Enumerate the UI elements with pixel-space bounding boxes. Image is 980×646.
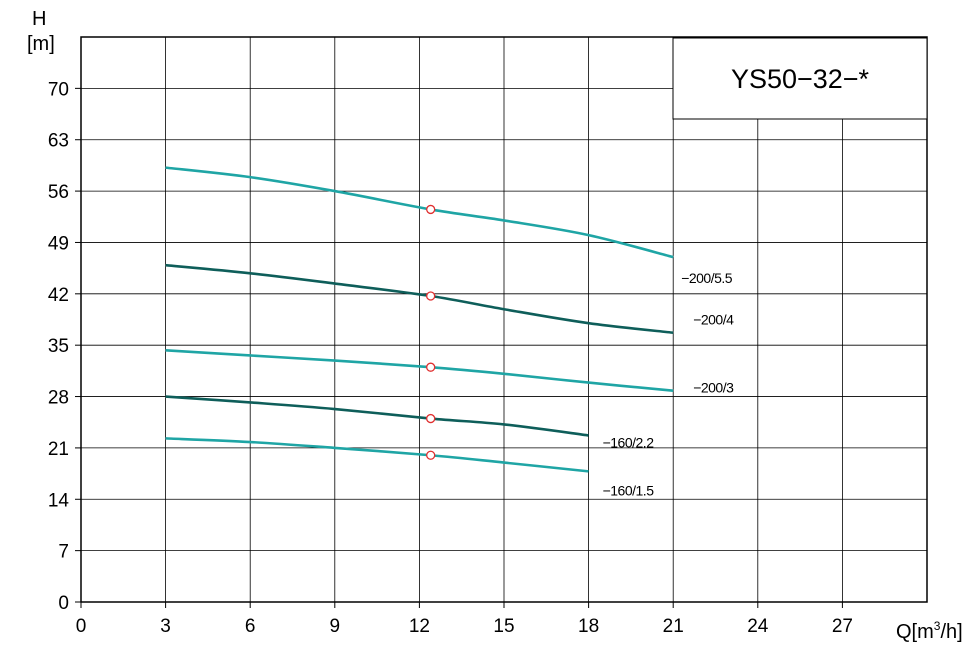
y-tick-label: 42: [48, 285, 69, 306]
x-tick-label: 3: [160, 616, 171, 637]
y-tick-label: 35: [48, 336, 69, 357]
series-label: −200/5.5: [681, 270, 733, 286]
x-axis-title: Q[m3/h]: [896, 619, 963, 643]
series-label: −200/3: [693, 380, 734, 396]
x-tick-label: 27: [832, 616, 853, 637]
series-label: −160/1.5: [603, 482, 655, 498]
y-tick-label: 7: [58, 542, 69, 563]
y-tick-label: 70: [48, 79, 69, 100]
y-tick-label: 14: [48, 490, 70, 511]
title-box: YS50−32−*: [672, 37, 928, 120]
series-group: −200/5.5 −200/4 −200/3 −160/2.2 −160/1.5: [165, 166, 735, 498]
x-tick-label: 24: [747, 616, 769, 637]
grid: [75, 36, 928, 608]
x-tick-label: 9: [330, 616, 341, 637]
y-tick-label: 56: [48, 182, 69, 203]
y-tick-label: 49: [48, 233, 69, 254]
duty-point-marker: [426, 204, 436, 215]
duty-point-marker: [426, 413, 436, 424]
x-tick-label: 21: [663, 616, 684, 637]
duty-point-marker: [426, 450, 436, 460]
duty-point-marker: [426, 291, 436, 301]
x-tick-label: 0: [76, 616, 87, 637]
chart-title: YS50−32−*: [731, 64, 870, 94]
y-axis-title: H: [32, 8, 46, 30]
x-tick-label: 18: [578, 616, 599, 637]
y-tick-label: 21: [48, 439, 69, 460]
series-line: [165, 437, 589, 473]
x-tick-label: 6: [245, 616, 256, 637]
series-label: −160/2.2: [603, 434, 655, 450]
series-line: [165, 395, 589, 437]
duty-point-marker: [426, 362, 436, 372]
tick-labels: 0 3 6 9 12 15 18 21 24 27 0 7 14 21 28 35 42 49 56 63 70: [48, 79, 853, 637]
y-tick-label: 0: [58, 593, 69, 614]
x-tick-label: 15: [493, 616, 514, 637]
y-tick-label: 63: [48, 131, 69, 152]
x-tick-label: 12: [409, 616, 430, 637]
series-label: −200/4: [693, 312, 734, 328]
y-tick-label: 28: [48, 388, 69, 409]
y-axis-unit: [m]: [27, 33, 55, 55]
